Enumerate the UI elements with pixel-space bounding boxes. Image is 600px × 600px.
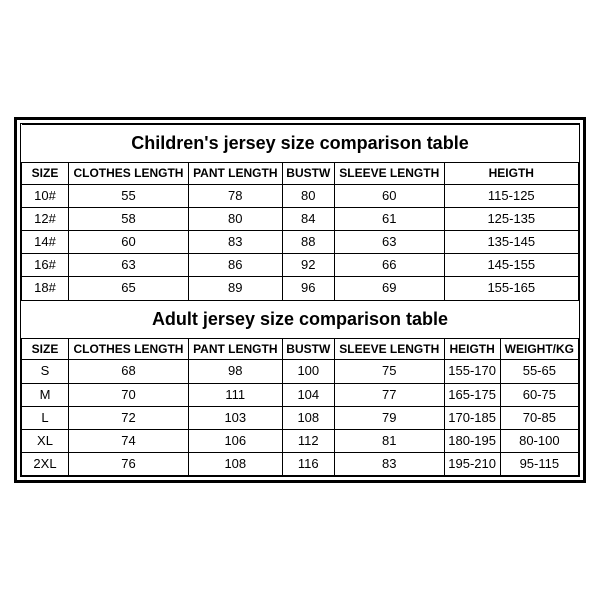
children-header-bust: BUSTW xyxy=(282,162,334,184)
children-header-pant: PANT LENGTH xyxy=(188,162,282,184)
adult-header-pant: PANT LENGTH xyxy=(188,338,282,360)
cell: 80 xyxy=(188,207,282,230)
cell: 80 xyxy=(282,184,334,207)
cell: XL xyxy=(22,430,69,453)
cell: 115-125 xyxy=(444,184,578,207)
children-header-sleeve: SLEEVE LENGTH xyxy=(334,162,444,184)
cell: 61 xyxy=(334,207,444,230)
cell: 18# xyxy=(22,277,69,300)
adult-title: Adult jersey size comparison table xyxy=(22,300,579,338)
adult-header-row: SIZE CLOTHES LENGTH PANT LENGTH BUSTW SL… xyxy=(22,338,579,360)
cell: 116 xyxy=(282,453,334,476)
adult-header-weight: WEIGHT/KG xyxy=(500,338,578,360)
cell: 86 xyxy=(188,254,282,277)
table-row: 14# 60 83 88 63 135-145 xyxy=(22,230,579,253)
cell: 95-115 xyxy=(500,453,578,476)
adult-header-heigth: HEIGTH xyxy=(444,338,500,360)
cell: 12# xyxy=(22,207,69,230)
cell: 69 xyxy=(334,277,444,300)
cell: 155-170 xyxy=(444,360,500,383)
cell: 68 xyxy=(69,360,189,383)
cell: 145-155 xyxy=(444,254,578,277)
cell: 63 xyxy=(69,254,189,277)
cell: 125-135 xyxy=(444,207,578,230)
cell: 195-210 xyxy=(444,453,500,476)
cell: 81 xyxy=(334,430,444,453)
cell: 165-175 xyxy=(444,383,500,406)
children-title: Children's jersey size comparison table xyxy=(22,124,579,162)
cell: 103 xyxy=(188,406,282,429)
size-chart-container: Children's jersey size comparison table … xyxy=(14,117,586,484)
cell: L xyxy=(22,406,69,429)
cell: 70 xyxy=(69,383,189,406)
table-row: 16# 63 86 92 66 145-155 xyxy=(22,254,579,277)
table-row: S 68 98 100 75 155-170 55-65 xyxy=(22,360,579,383)
cell: 104 xyxy=(282,383,334,406)
size-table: Children's jersey size comparison table … xyxy=(21,124,579,477)
cell: 14# xyxy=(22,230,69,253)
children-header-clothes: CLOTHES LENGTH xyxy=(69,162,189,184)
children-header-row: SIZE CLOTHES LENGTH PANT LENGTH BUSTW SL… xyxy=(22,162,579,184)
cell: 55 xyxy=(69,184,189,207)
cell: 106 xyxy=(188,430,282,453)
cell: 92 xyxy=(282,254,334,277)
table-row: L 72 103 108 79 170-185 70-85 xyxy=(22,406,579,429)
table-row: 18# 65 89 96 69 155-165 xyxy=(22,277,579,300)
cell: 79 xyxy=(334,406,444,429)
table-row: 12# 58 80 84 61 125-135 xyxy=(22,207,579,230)
cell: 98 xyxy=(188,360,282,383)
adult-header-size: SIZE xyxy=(22,338,69,360)
cell: 76 xyxy=(69,453,189,476)
size-chart-inner: Children's jersey size comparison table … xyxy=(20,123,580,478)
cell: 66 xyxy=(334,254,444,277)
cell: 77 xyxy=(334,383,444,406)
children-title-row: Children's jersey size comparison table xyxy=(22,124,579,162)
cell: 88 xyxy=(282,230,334,253)
cell: 70-85 xyxy=(500,406,578,429)
cell: 80-100 xyxy=(500,430,578,453)
adult-header-bust: BUSTW xyxy=(282,338,334,360)
cell: 10# xyxy=(22,184,69,207)
cell: 72 xyxy=(69,406,189,429)
cell: 16# xyxy=(22,254,69,277)
cell: 112 xyxy=(282,430,334,453)
cell: 111 xyxy=(188,383,282,406)
cell: 55-65 xyxy=(500,360,578,383)
adult-title-row: Adult jersey size comparison table xyxy=(22,300,579,338)
cell: 108 xyxy=(188,453,282,476)
cell: 83 xyxy=(188,230,282,253)
table-row: M 70 111 104 77 165-175 60-75 xyxy=(22,383,579,406)
cell: 58 xyxy=(69,207,189,230)
cell: 108 xyxy=(282,406,334,429)
adult-header-sleeve: SLEEVE LENGTH xyxy=(334,338,444,360)
children-header-heigth: HEIGTH xyxy=(444,162,578,184)
cell: S xyxy=(22,360,69,383)
adult-header-clothes: CLOTHES LENGTH xyxy=(69,338,189,360)
cell: 89 xyxy=(188,277,282,300)
table-row: 10# 55 78 80 60 115-125 xyxy=(22,184,579,207)
cell: 75 xyxy=(334,360,444,383)
cell: 60-75 xyxy=(500,383,578,406)
cell: 63 xyxy=(334,230,444,253)
cell: M xyxy=(22,383,69,406)
cell: 170-185 xyxy=(444,406,500,429)
cell: 96 xyxy=(282,277,334,300)
cell: 60 xyxy=(69,230,189,253)
cell: 83 xyxy=(334,453,444,476)
cell: 60 xyxy=(334,184,444,207)
table-row: 2XL 76 108 116 83 195-210 95-115 xyxy=(22,453,579,476)
table-row: XL 74 106 112 81 180-195 80-100 xyxy=(22,430,579,453)
children-header-size: SIZE xyxy=(22,162,69,184)
cell: 2XL xyxy=(22,453,69,476)
cell: 155-165 xyxy=(444,277,578,300)
cell: 180-195 xyxy=(444,430,500,453)
cell: 65 xyxy=(69,277,189,300)
cell: 135-145 xyxy=(444,230,578,253)
cell: 100 xyxy=(282,360,334,383)
cell: 78 xyxy=(188,184,282,207)
cell: 84 xyxy=(282,207,334,230)
cell: 74 xyxy=(69,430,189,453)
